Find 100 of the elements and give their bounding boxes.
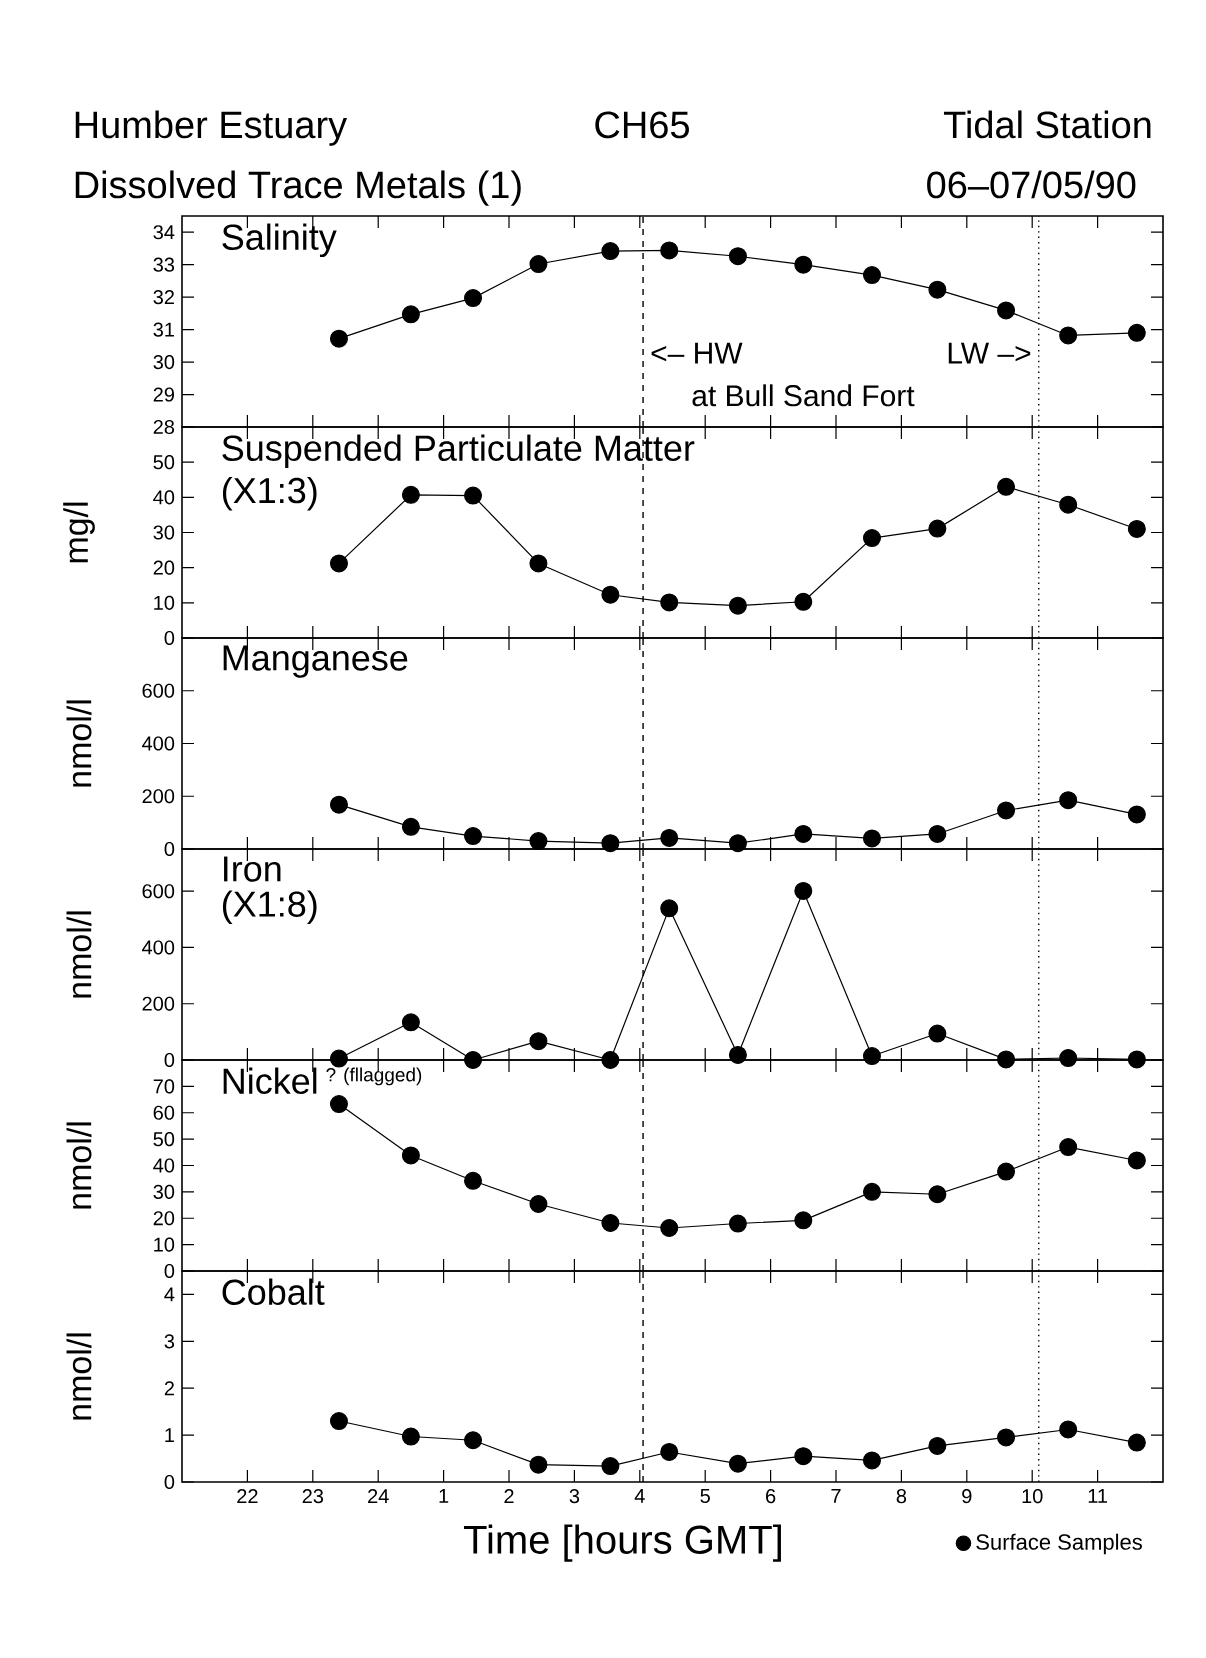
y-tick-label: 20	[153, 560, 175, 575]
y-tick-label: 400	[142, 940, 175, 955]
point	[928, 1185, 947, 1204]
point	[928, 280, 947, 299]
point	[862, 1182, 881, 1201]
point	[862, 529, 881, 548]
point	[928, 1024, 947, 1043]
point	[329, 1095, 348, 1114]
point	[529, 832, 548, 851]
chart-title: Salinity	[222, 223, 337, 258]
y-tick-label: 29	[153, 387, 174, 402]
point	[529, 1032, 548, 1051]
y-tick-label: 10	[154, 595, 175, 610]
x-axis-title: Time [hours GMT]	[463, 1524, 781, 1562]
y-tick-label: 2	[164, 1381, 174, 1396]
y-axis-title: mg/l	[63, 502, 95, 563]
point	[660, 1442, 679, 1461]
ref-line-label: <– HW	[651, 342, 743, 364]
x-tick-label: 10	[1022, 1489, 1043, 1504]
point	[464, 827, 483, 846]
x-tick-label: 3	[569, 1489, 580, 1504]
x-tick-label: 2	[504, 1489, 514, 1504]
text: Humber Estuary	[75, 110, 348, 146]
y-tick-label: 0	[164, 841, 175, 857]
y-tick-label: 600	[142, 884, 175, 899]
point	[464, 289, 483, 308]
point	[794, 881, 813, 900]
y-axis-title: nmol/l	[66, 1333, 92, 1420]
y-tick-label: 30	[153, 525, 175, 540]
chart-title: Manganese	[223, 645, 408, 678]
y-tick-label: 0	[164, 630, 175, 646]
y-tick-label: 40	[153, 490, 175, 505]
annotation: (X1:8)	[222, 890, 317, 925]
y-tick-label: 50	[153, 455, 175, 470]
x-tick-label: 23	[302, 1489, 324, 1504]
x-tick-label: 6	[766, 1489, 776, 1504]
x-tick-label: 1	[439, 1489, 449, 1503]
point	[660, 1219, 679, 1237]
y-tick-label: 60	[153, 1105, 175, 1120]
point	[529, 554, 548, 573]
text: 06–07/05/90	[927, 170, 1136, 199]
point	[660, 241, 679, 260]
point	[529, 1455, 548, 1474]
point	[794, 824, 813, 843]
point	[660, 593, 679, 612]
point	[728, 1454, 747, 1473]
point	[329, 1412, 348, 1431]
y-tick-label: 0	[164, 1474, 175, 1490]
y-tick-label: 0	[164, 1052, 175, 1068]
x-tick-label: 4	[634, 1489, 645, 1503]
y-tick-label: 4	[164, 1287, 175, 1302]
point	[728, 596, 747, 615]
x-tick-label: 11	[1088, 1489, 1108, 1503]
y-tick-label: 30	[153, 354, 175, 370]
y-tick-label: 600	[142, 683, 175, 698]
x-tick-label: 22	[237, 1489, 258, 1504]
y-tick-label: 3	[164, 1334, 175, 1349]
chart-title: Nickel	[223, 1067, 317, 1094]
point	[928, 519, 947, 538]
point	[464, 1431, 483, 1450]
point	[794, 1211, 813, 1230]
y-tick-label: 0	[164, 1263, 175, 1279]
y-tick-label: 40	[153, 1158, 175, 1173]
point	[329, 795, 348, 814]
point	[794, 255, 813, 274]
point	[862, 1451, 881, 1470]
y-axis-title: nmol/l	[66, 700, 92, 787]
y-tick-label: 200	[142, 789, 175, 804]
text: Dissolved Trace Metals (1)	[75, 170, 521, 206]
point	[1127, 519, 1146, 538]
y-tick-label: 200	[142, 996, 175, 1011]
point	[1059, 1138, 1078, 1157]
point	[1127, 805, 1146, 824]
point	[1059, 1420, 1078, 1439]
y-tick-label: 28	[153, 419, 175, 435]
x-tick-label: 8	[896, 1489, 907, 1504]
legend-label: Surface Samples	[976, 1533, 1142, 1555]
chart-title: Suspended Particulate Matter	[222, 434, 695, 469]
point	[794, 592, 813, 611]
y-tick-label: 20	[153, 1211, 175, 1226]
ref-line-label: LW –>	[948, 342, 1031, 364]
point	[529, 255, 548, 274]
chart-title: Cobalt	[222, 1278, 325, 1305]
annotation: (X1:3)	[222, 476, 317, 511]
text: CH65	[595, 111, 689, 139]
y-tick-label: 32	[153, 290, 174, 305]
y-tick-label: 30	[153, 1184, 175, 1199]
x-tick-label: 24	[368, 1489, 389, 1504]
y-tick-label: 31	[153, 322, 174, 337]
point	[728, 247, 747, 266]
point	[928, 824, 947, 843]
point	[862, 829, 881, 848]
y-tick-label: 10	[154, 1237, 175, 1252]
point	[1127, 1433, 1146, 1452]
point	[1059, 326, 1078, 345]
annotation: ? (fllagged)	[326, 1067, 422, 1086]
chart-title: Iron	[224, 856, 281, 882]
point	[329, 554, 348, 573]
point	[660, 899, 679, 918]
point	[1059, 791, 1078, 810]
